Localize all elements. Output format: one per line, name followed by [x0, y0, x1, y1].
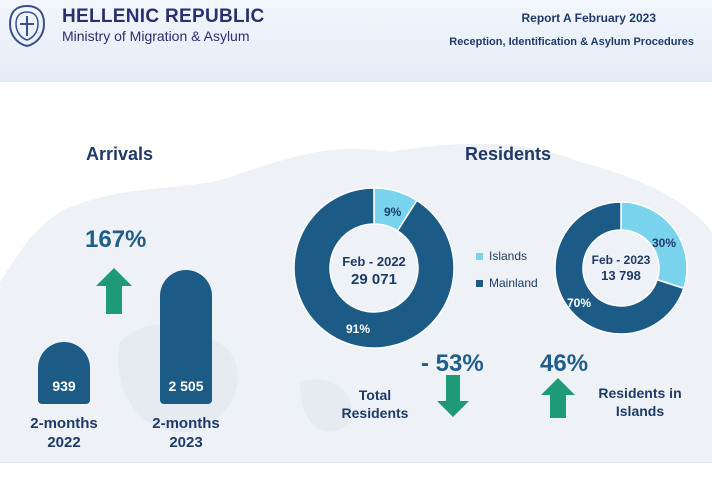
arrow-down-icon: [437, 375, 469, 417]
donut-2023-mainland-segment: [554, 201, 685, 335]
arrivals-title: Arrivals: [86, 144, 154, 164]
donut-2023-period: Feb - 2023: [591, 253, 651, 267]
arrivals-label-2023: 2-months 2023: [152, 415, 220, 451]
header-banner: HELLENIC REPUBLIC Ministry of Migration …: [0, 0, 712, 82]
donut-2023-islands-label: 30%: [652, 236, 677, 250]
report-subtitle: Reception, Identification & Asylum Proce…: [449, 36, 694, 48]
arrivals-bar-2023: 2 505: [160, 270, 212, 404]
donut-2022-period: Feb - 2022: [342, 254, 406, 269]
islands-residents-label: Residents in Islands: [598, 385, 682, 419]
arrow-up-icon: [541, 378, 575, 418]
donut-2022-islands-label: 9%: [384, 205, 402, 219]
donut-2022-center: Feb - 2022 29 071: [330, 254, 418, 288]
donut-2022-total: 29 071: [351, 271, 397, 288]
islands-swatch: [476, 253, 483, 261]
arrivals-label-2022: 2-months 2022: [30, 415, 98, 451]
footer-strip: [0, 462, 712, 488]
arrivals-bar-2022-value: 939: [52, 378, 76, 394]
donut-2023-islands-segment: [620, 201, 688, 290]
report-title: Report A February 2023: [521, 11, 657, 25]
greek-emblem-icon: [8, 4, 46, 48]
mainland-swatch: [476, 280, 483, 288]
arrivals-bar-2022: 939: [38, 342, 90, 404]
total-residents-change: - 53%: [421, 350, 484, 377]
total-residents-label: Total Residents: [341, 387, 409, 421]
donut-2023-mainland-label: 70%: [567, 296, 592, 310]
arrow-up-icon: [96, 268, 132, 314]
residents-title: Residents: [465, 144, 552, 164]
donut-feb-2023: [554, 201, 688, 335]
arrivals-change: 167%: [85, 226, 147, 253]
donut-2022-mainland-segment: [293, 187, 455, 349]
arrivals-bar-2023-value: 2 505: [168, 378, 204, 394]
legend-islands: Islands: [476, 249, 527, 263]
donut-2023-total: 13 798: [601, 268, 641, 283]
ministry-name: Ministry of Migration & Asylum: [62, 28, 250, 44]
donut-2022-mainland-label: 91%: [346, 322, 371, 336]
islands-residents-change: 46%: [540, 350, 589, 377]
donut-feb-2022: [293, 187, 455, 349]
org-title: HELLENIC REPUBLIC: [62, 6, 265, 27]
donut-2023-center: Feb - 2023 13 798: [584, 253, 658, 283]
legend-mainland: Mainland: [476, 276, 538, 290]
